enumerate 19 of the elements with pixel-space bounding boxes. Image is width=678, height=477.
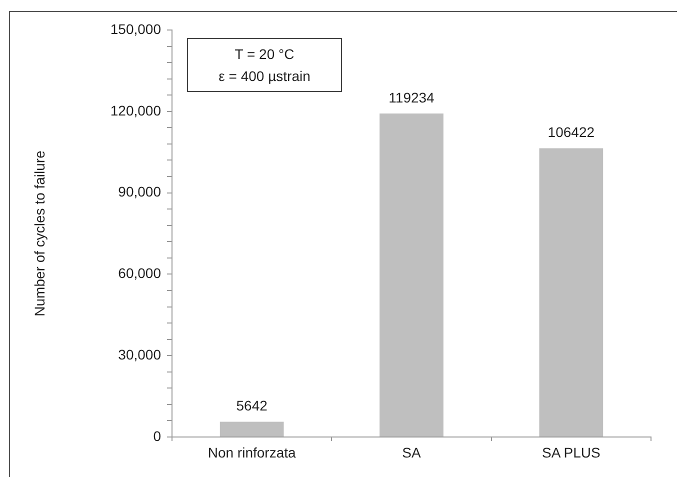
y-axis-title: Number of cycles to failure: [31, 150, 48, 316]
data-label: 5642: [236, 398, 268, 414]
y-tick-label: 0: [153, 428, 162, 444]
annotation: ε = 400 µstrain: [218, 67, 312, 86]
y-tick-label: 150,000: [110, 20, 162, 37]
y-tick-label: 90,000: [118, 184, 162, 200]
data-label: 106422: [548, 124, 595, 140]
bar: [539, 148, 604, 436]
y-tick-label: 60,000: [118, 265, 162, 282]
bar: [380, 113, 444, 436]
y-tick-label: 120,000: [110, 102, 162, 118]
data-label: 119234: [388, 89, 435, 106]
note-box: T = 20 °C ε = 400 µstrain: [187, 38, 342, 92]
x-tick-label: Non rinforzata: [208, 444, 296, 460]
annotation: T = 20 °C: [234, 45, 296, 64]
bar: [220, 422, 284, 436]
x-tick-label: SA PLUS: [542, 444, 600, 460]
y-tick-label: 30,000: [118, 346, 162, 362]
x-tick-label: SA: [402, 444, 422, 460]
